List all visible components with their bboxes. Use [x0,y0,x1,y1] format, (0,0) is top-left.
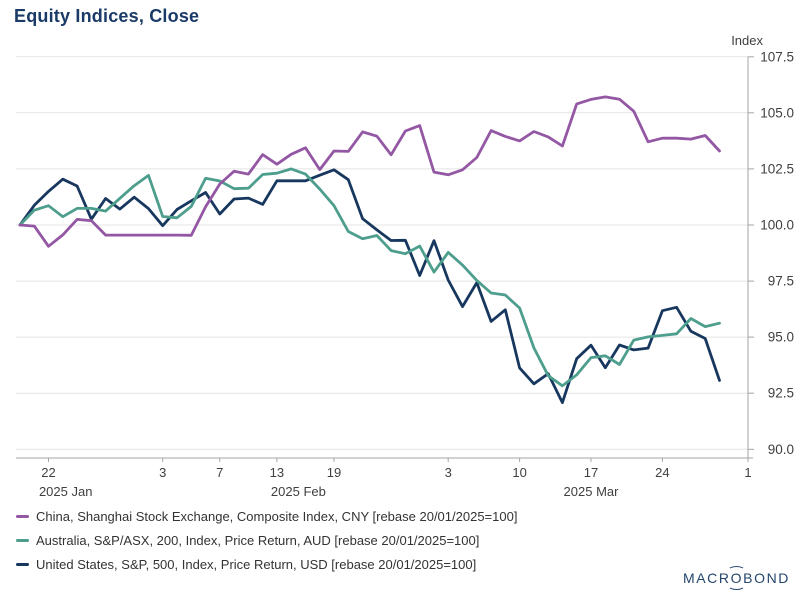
series-line [18,168,721,405]
x-tick-label: 7 [216,465,223,480]
legend-label: China, Shanghai Stock Exchange, Composit… [36,509,518,524]
x-month-label: 2025 Mar [564,484,620,499]
y-tick-label: 90.0 [768,442,794,457]
x-tick-label: 3 [159,465,166,480]
x-month-label: 2025 Feb [271,484,326,499]
legend-line-marker [16,514,29,519]
y-tick-label: 92.5 [768,386,794,401]
legend-label: United States, S&P, 500, Index, Price Re… [36,557,477,572]
macrobond-logo: MACROBOND [682,566,790,590]
y-tick-label: 97.5 [768,274,794,289]
plot-area: 107.5 105.0 102.5 100.0 97.5 95.0 92.5 90.0 22 3 7… [16,49,794,499]
legend-line-marker [16,538,29,543]
legend-item: China, Shanghai Stock Exchange, Composit… [16,508,517,525]
chart-title: Equity Indices, Close [14,6,200,26]
x-tick-label: 24 [655,465,669,480]
y-tick-label: 102.5 [760,161,794,176]
series-line [18,167,721,388]
y-tick-label: 107.5 [760,49,794,64]
y-tick-label: 100.0 [760,218,794,233]
x-tick-label: 19 [327,465,341,480]
legend-label: Australia, S&P/ASX, 200, Index, Price Re… [36,533,480,548]
x-tick-label: 1 [744,465,751,480]
logo-orbit-o: O [727,566,745,590]
legend-line-marker [16,562,29,567]
legend: China, Shanghai Stock Exchange, Composit… [16,508,517,580]
x-tick-label: 22 [41,465,55,480]
x-tick-label: 13 [270,465,284,480]
legend-item: Australia, S&P/ASX, 200, Index, Price Re… [16,532,517,549]
x-month-label: 2025 Jan [39,484,93,499]
legend-item: United States, S&P, 500, Index, Price Re… [16,556,517,573]
series-line [18,95,721,248]
x-tick-label: 3 [445,465,452,480]
y-tick-label: 95.0 [768,330,794,345]
y-tick-label: 105.0 [760,105,794,120]
x-tick-label: 17 [584,465,598,480]
x-tick-label: 10 [512,465,526,480]
y-axis-unit-label: Index [731,33,763,48]
